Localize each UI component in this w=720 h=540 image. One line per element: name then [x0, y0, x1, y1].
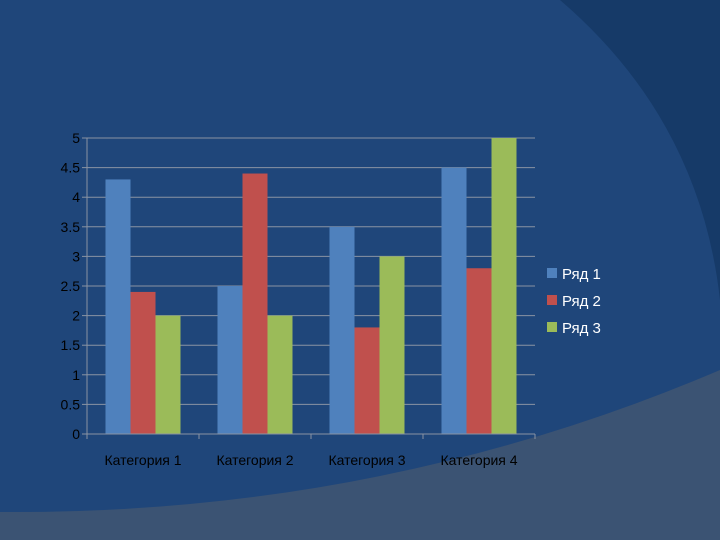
y-tick-label: 2: [72, 308, 80, 324]
y-tick-label: 2.5: [61, 278, 81, 294]
axes: [82, 137, 536, 439]
bars: [105, 138, 517, 434]
x-tick-label: Категория 1: [104, 452, 181, 468]
bar: [329, 226, 355, 434]
x-tick-label: Категория 3: [328, 452, 405, 468]
bar: [217, 286, 243, 434]
legend: Ряд 1 Ряд 2 Ряд 3: [547, 266, 601, 337]
x-tick-label: Категория 4: [440, 452, 517, 468]
y-tick-label: 4: [72, 189, 80, 205]
bar: [267, 315, 293, 434]
bar: [466, 268, 492, 434]
bar: [105, 179, 131, 434]
y-tick-label: 4.5: [61, 160, 81, 176]
x-axis-labels: Категория 1 Категория 2 Категория 3 Категор…: [104, 452, 517, 468]
y-tick-label: 0: [72, 426, 80, 442]
x-tick-label: Категория 2: [216, 452, 293, 468]
bar: [379, 256, 405, 434]
legend-label: Ряд 1: [562, 266, 601, 283]
y-axis-labels: 0 0.5 1 1.5 2 2.5 3 3.5 4 4.5 5: [61, 130, 81, 442]
bar: [130, 291, 156, 434]
legend-swatch: [547, 268, 557, 278]
y-tick-label: 0.5: [61, 396, 81, 412]
legend-swatch: [547, 295, 557, 305]
y-tick-label: 1: [72, 367, 80, 383]
bar: [242, 173, 268, 434]
legend-swatch: [547, 322, 557, 332]
y-tick-label: 5: [72, 130, 80, 146]
y-tick-label: 1.5: [61, 337, 81, 353]
y-tick-label: 3.5: [61, 219, 81, 235]
bar: [441, 167, 467, 434]
background-arc-right: [560, 0, 720, 300]
y-tick-label: 3: [72, 248, 80, 264]
bar: [155, 315, 181, 434]
legend-label: Ряд 2: [562, 293, 601, 310]
background-corner-bottom: [0, 370, 720, 540]
bar: [354, 327, 380, 434]
legend-label: Ряд 3: [562, 320, 601, 337]
bar: [491, 138, 517, 434]
